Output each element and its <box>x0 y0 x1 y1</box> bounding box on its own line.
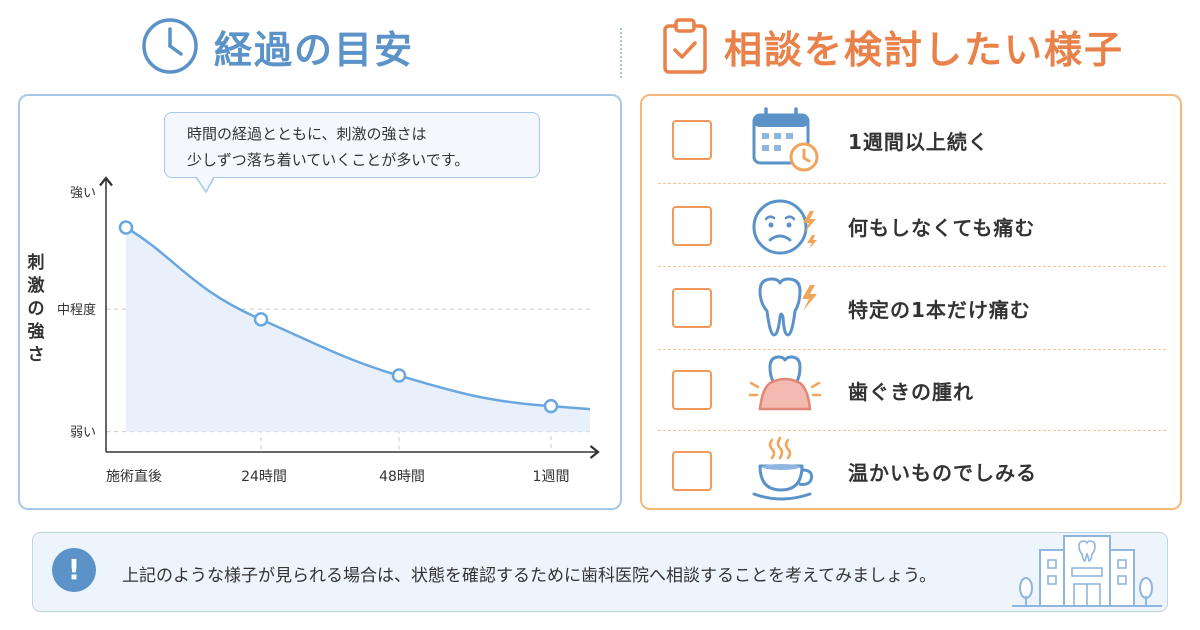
swollen-gum-icon <box>748 355 822 411</box>
checklist-item[interactable]: 歯ぐきの腫れ <box>658 350 1166 430</box>
speech-bubble: 時間の経過とともに、刺激の強さは 少しずつ落ち着いていくことが多いです。 <box>164 112 540 178</box>
x-tick-label: 施術直後 <box>106 468 162 485</box>
heading-divider <box>620 28 622 78</box>
data-point <box>253 312 269 327</box>
y-axis-label: 刺激の強さ <box>27 253 45 365</box>
dashed-separator <box>658 349 1166 350</box>
checklist-item[interactable]: 温かいものでしみる <box>658 431 1166 511</box>
checklist-panel <box>640 94 1182 510</box>
data-point <box>543 398 559 414</box>
data-point <box>391 368 407 383</box>
checklist-label: 特定の1本だけ痛む <box>848 297 1031 322</box>
tooth-pain-icon <box>758 277 817 337</box>
x-tick-label: 24時間 <box>241 469 287 485</box>
checklist-label: 歯ぐきの腫れ <box>848 379 974 404</box>
left-heading: 経過の目安 <box>140 16 414 76</box>
checkbox[interactable] <box>672 288 712 328</box>
y-tick-label: 中程度 <box>57 302 96 318</box>
chart-series-line <box>125 226 591 411</box>
y-tick-label: 強い <box>70 186 96 201</box>
checkbox[interactable] <box>672 451 712 491</box>
dashed-separator <box>658 430 1166 431</box>
chart-area-fill <box>126 227 590 432</box>
note-text: 上記のような様子が見られる場合は、状態を確認するために歯科医院へ相談することを考… <box>122 566 937 586</box>
checklist-item[interactable]: 1週間以上続く <box>658 100 1166 180</box>
x-tick-label: 1週間 <box>533 469 570 485</box>
y-tick-label: 弱い <box>70 426 96 441</box>
right-heading: 相談を検討したい様子 <box>660 16 1124 76</box>
exclamation-icon: ! <box>52 548 96 592</box>
dashed-separator <box>658 183 1166 184</box>
checklist-item[interactable]: 特定の1本だけ痛む <box>658 268 1166 348</box>
checkbox[interactable] <box>672 120 712 160</box>
note-bar <box>32 532 1168 612</box>
x-tick-label: 48時間 <box>379 469 425 485</box>
calendar-clock-icon <box>752 107 819 172</box>
dental-clinic-icon <box>1012 535 1162 607</box>
hot-cup-icon <box>752 436 814 501</box>
bubble-line-1: 時間の経過とともに、刺激の強さは <box>187 125 427 143</box>
bubble-tail <box>196 176 215 194</box>
clipboard-check-icon <box>663 18 707 74</box>
checklist-label: 何もしなくても痛む <box>848 215 1036 240</box>
bubble-line-2: 少しずつ落ち着いていくことが多いです。 <box>187 151 470 169</box>
checklist-item[interactable]: 何もしなくても痛む <box>658 186 1166 266</box>
checklist-label: 1週間以上続く <box>848 129 989 154</box>
checkbox[interactable] <box>672 206 712 246</box>
checkbox[interactable] <box>672 370 712 410</box>
data-point <box>118 220 134 235</box>
left-heading-title: 経過の目安 <box>214 27 415 72</box>
clock-icon <box>142 18 198 74</box>
right-heading-title: 相談を検討したい様子 <box>724 27 1125 72</box>
worried-face-icon <box>752 199 817 255</box>
dashed-separator <box>658 266 1166 267</box>
checklist-label: 温かいものでしみる <box>848 460 1037 485</box>
